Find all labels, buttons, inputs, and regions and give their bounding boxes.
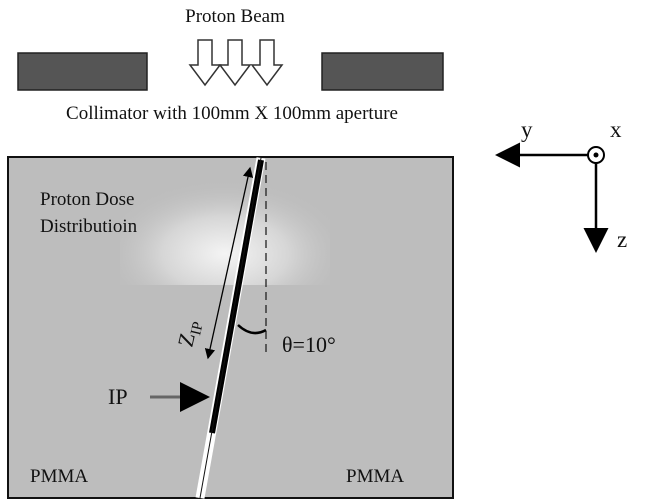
beam-arrow bbox=[188, 39, 222, 87]
ip-label: IP bbox=[108, 384, 128, 409]
angle-arc bbox=[237, 324, 267, 335]
x-axis-dot bbox=[593, 152, 599, 158]
x-axis-label: x bbox=[610, 117, 622, 142]
beam-arrows bbox=[188, 39, 284, 87]
y-axis-label: y bbox=[521, 117, 533, 142]
angle-label: θ=10° bbox=[282, 332, 336, 357]
beam-arrow bbox=[250, 39, 284, 87]
z-ip-label: ZIP bbox=[173, 317, 207, 350]
z-ip-arrow bbox=[204, 166, 254, 360]
z-subscript: IP bbox=[188, 320, 207, 337]
dose-distribution bbox=[120, 160, 330, 285]
collimator-label: Collimator with 100mm X 100mm aperture bbox=[66, 103, 398, 124]
dose-label: Distributioin bbox=[40, 216, 138, 237]
dose-label: Proton Dose bbox=[40, 189, 134, 210]
z-axis-label: z bbox=[617, 227, 627, 252]
z-symbol: Z bbox=[173, 330, 200, 349]
beam-title: Proton Beam bbox=[185, 6, 285, 27]
collimator-left bbox=[17, 52, 148, 91]
material-label: PMMA bbox=[30, 466, 88, 487]
material-label: PMMA bbox=[346, 466, 404, 487]
collimator-right bbox=[321, 52, 444, 91]
beam-arrow bbox=[218, 39, 252, 87]
